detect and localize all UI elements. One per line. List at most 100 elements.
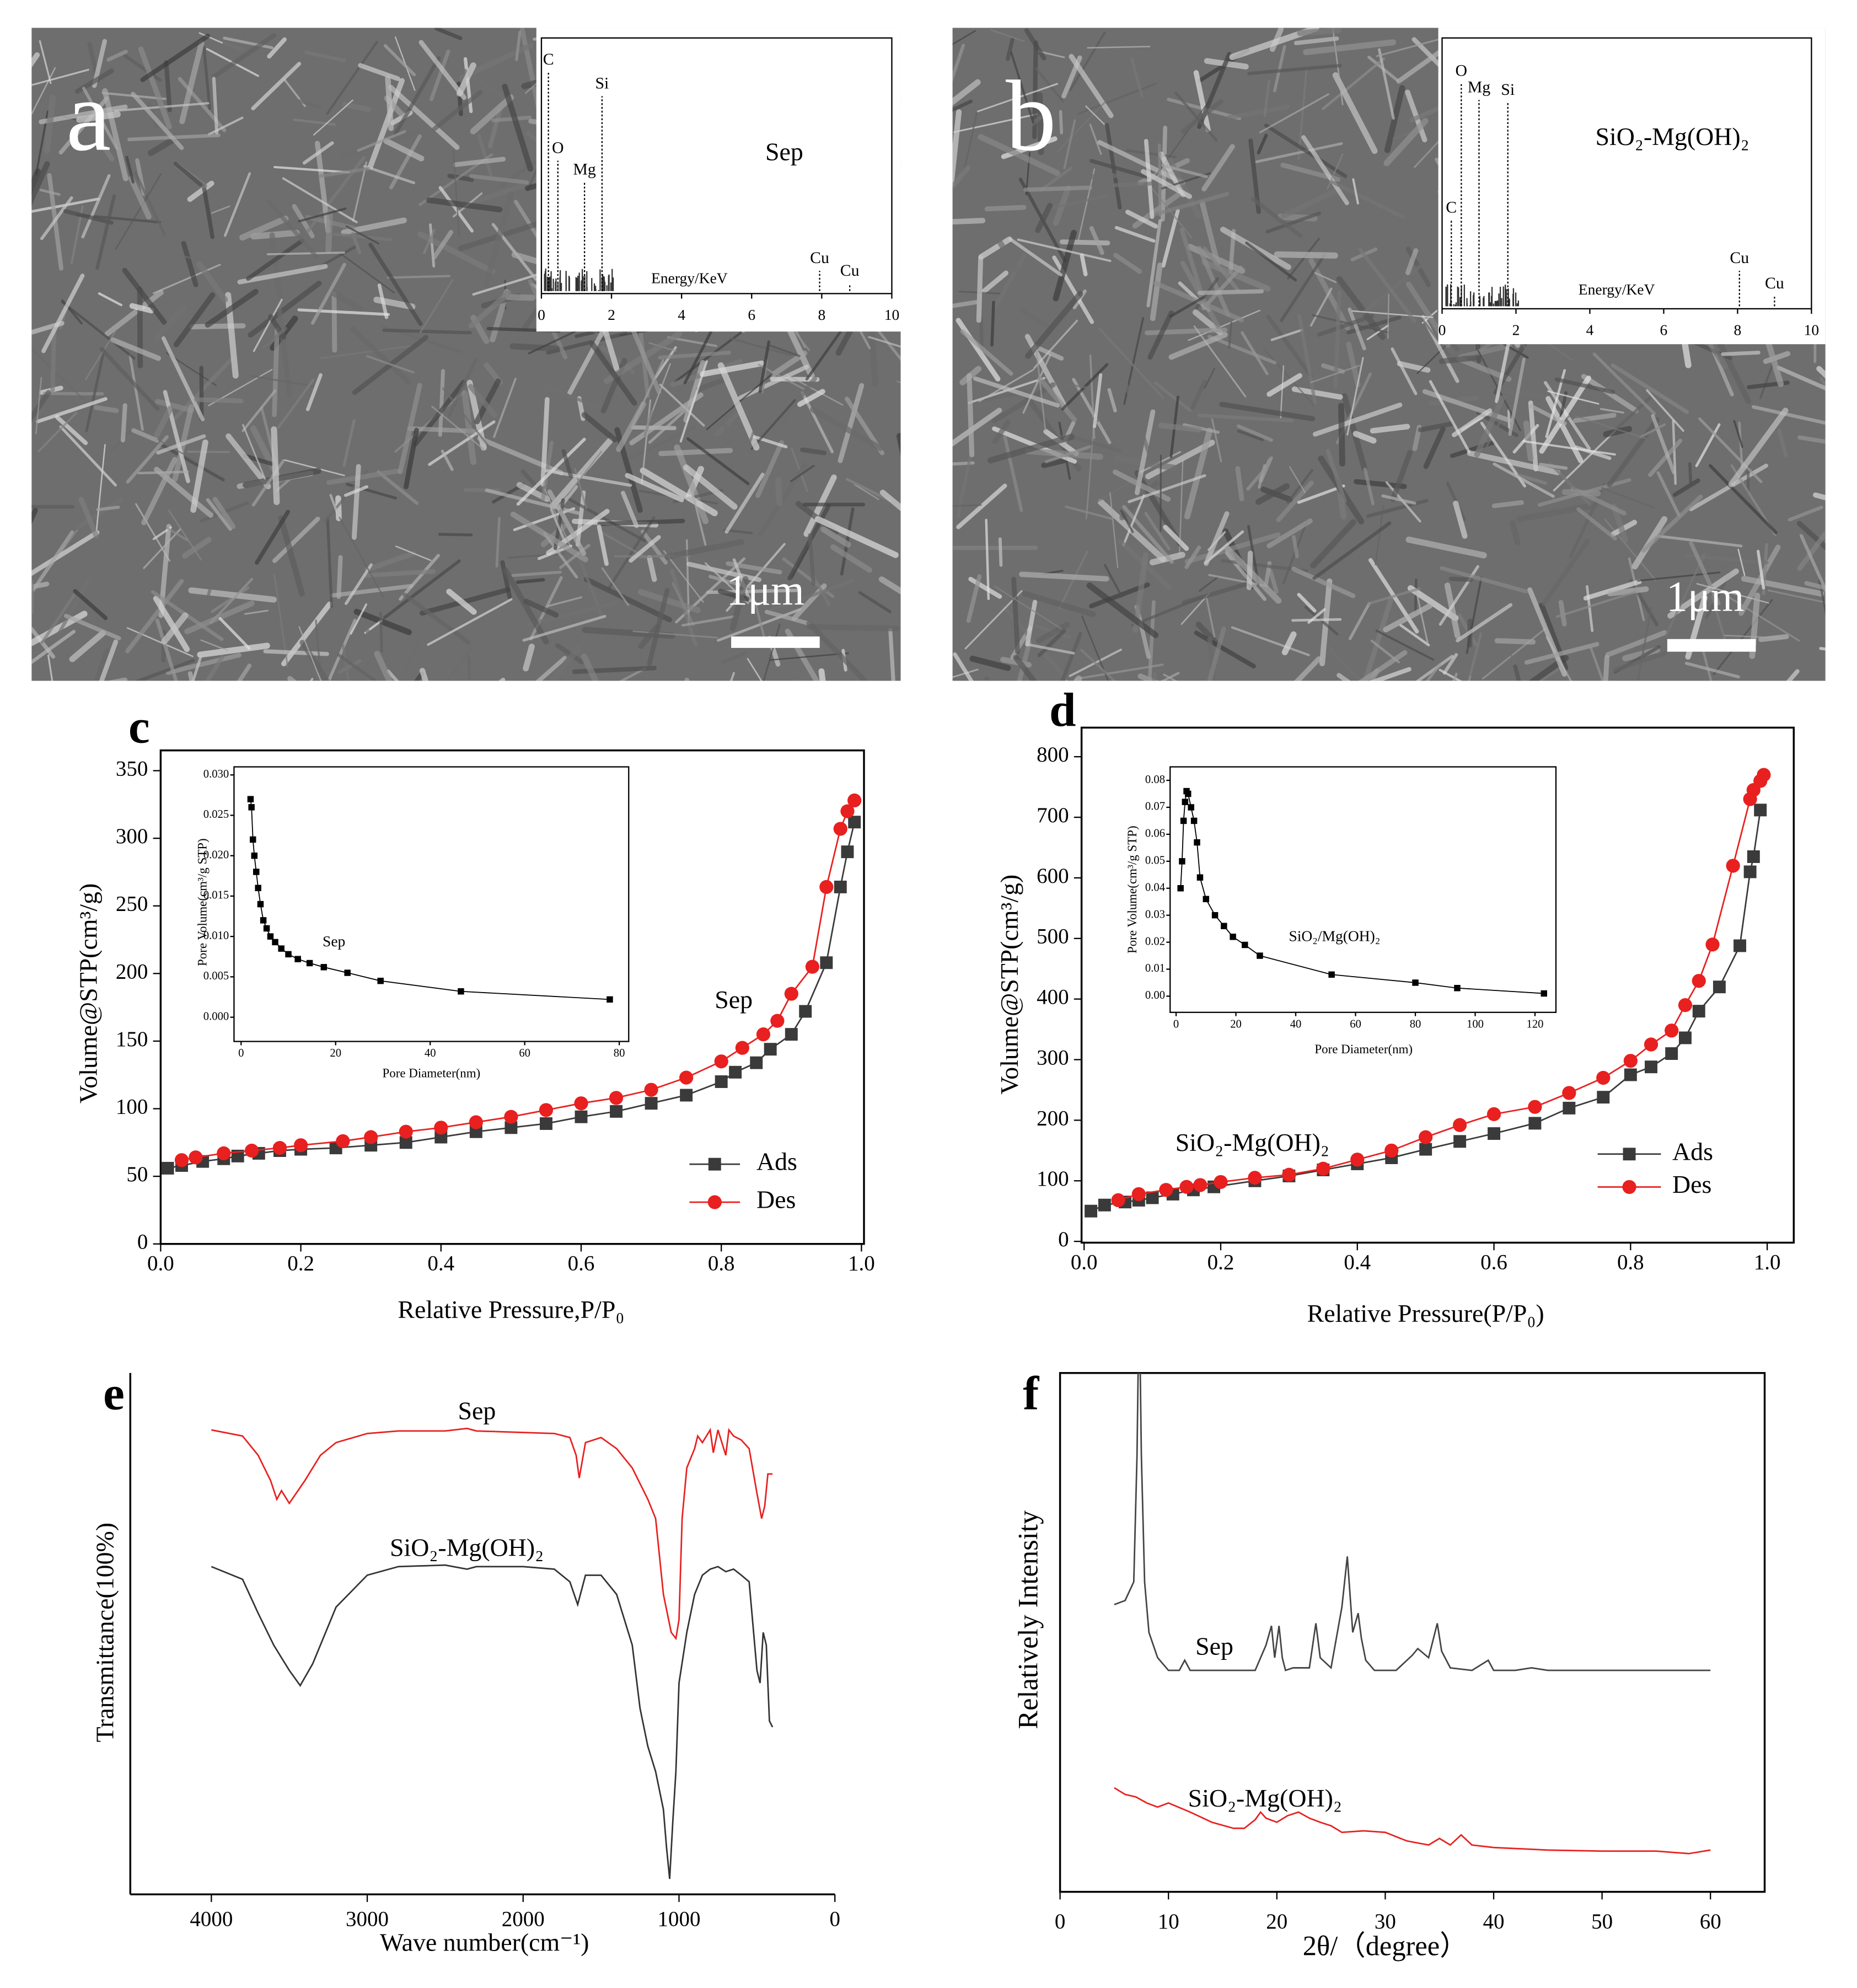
inset-frame bbox=[1441, 37, 1812, 310]
texture-stroke bbox=[1312, 521, 1392, 580]
texture-stroke bbox=[717, 362, 760, 451]
texture-stroke bbox=[1524, 642, 1600, 665]
x-axis-label: Wave number(cm⁻¹) bbox=[380, 1928, 589, 1957]
texture-stroke bbox=[1399, 624, 1430, 647]
texture-stroke bbox=[952, 218, 986, 225]
texture-stroke bbox=[237, 663, 252, 681]
y-tick-label: 0.01 bbox=[1145, 962, 1165, 974]
texture-stroke bbox=[1313, 271, 1337, 283]
texture-stroke bbox=[1250, 197, 1303, 238]
texture-stroke bbox=[1158, 151, 1187, 197]
texture-stroke bbox=[1548, 462, 1591, 506]
x-tick-label: 3000 bbox=[346, 1907, 389, 1931]
texture-stroke bbox=[339, 252, 395, 293]
texture-stroke bbox=[31, 390, 51, 422]
texture-stroke bbox=[984, 205, 1027, 212]
y-tick-label: 800 bbox=[1037, 743, 1069, 767]
texture-stroke bbox=[1639, 423, 1666, 438]
marker bbox=[1196, 874, 1204, 881]
texture-stroke bbox=[981, 270, 1009, 294]
texture-stroke bbox=[978, 236, 1012, 260]
texture-stroke bbox=[154, 405, 174, 438]
texture-stroke bbox=[40, 593, 76, 645]
texture-stroke bbox=[427, 598, 513, 646]
texture-stroke bbox=[352, 162, 368, 222]
texture-stroke bbox=[1052, 255, 1094, 324]
texture-stroke bbox=[250, 375, 315, 388]
texture-stroke bbox=[597, 518, 685, 527]
texture-stroke bbox=[1375, 505, 1384, 566]
texture-stroke bbox=[153, 596, 190, 652]
marker bbox=[1624, 1068, 1637, 1081]
texture-stroke bbox=[35, 377, 42, 435]
texture-stroke bbox=[202, 583, 213, 614]
texture-stroke bbox=[472, 272, 543, 296]
texture-stroke bbox=[253, 298, 283, 352]
marker bbox=[469, 1115, 483, 1129]
texture-stroke bbox=[1247, 63, 1342, 76]
texture-stroke bbox=[1538, 603, 1569, 671]
marker bbox=[1541, 990, 1547, 997]
texture-stroke bbox=[770, 652, 849, 661]
texture-stroke bbox=[1184, 427, 1213, 519]
texture-stroke bbox=[1150, 262, 1163, 321]
texture-stroke bbox=[1130, 57, 1144, 98]
texture-stroke bbox=[797, 389, 825, 407]
marker bbox=[1282, 1167, 1296, 1182]
texture-stroke bbox=[1147, 310, 1174, 360]
marker bbox=[1412, 979, 1419, 986]
texture-stroke bbox=[1145, 327, 1228, 335]
y-tick-label: 0.05 bbox=[1145, 855, 1165, 867]
texture-stroke bbox=[449, 59, 512, 104]
texture-stroke bbox=[1103, 564, 1123, 598]
marker bbox=[1211, 912, 1219, 919]
marker bbox=[1757, 768, 1771, 782]
texture-stroke bbox=[326, 517, 334, 608]
texture-stroke bbox=[1804, 581, 1826, 591]
texture-stroke bbox=[218, 617, 251, 650]
texture-stroke bbox=[335, 495, 342, 522]
texture-stroke bbox=[1383, 117, 1429, 167]
texture-stroke bbox=[267, 37, 287, 59]
texture-stroke bbox=[1281, 185, 1344, 219]
texture-stroke bbox=[85, 329, 117, 381]
marker bbox=[645, 1097, 658, 1110]
texture-stroke bbox=[952, 79, 981, 106]
y-tick-label: 150 bbox=[116, 1027, 148, 1051]
texture-stroke bbox=[975, 115, 1043, 168]
x-tick-label: 40 bbox=[1290, 1018, 1302, 1030]
texture-stroke bbox=[158, 524, 171, 618]
texture-stroke bbox=[134, 171, 166, 237]
texture-stroke bbox=[1062, 172, 1133, 181]
texture-stroke bbox=[1273, 45, 1286, 93]
texture-stroke bbox=[255, 510, 291, 565]
texture-stroke bbox=[128, 175, 152, 219]
texture-stroke bbox=[1193, 325, 1247, 398]
texture-stroke bbox=[271, 426, 280, 505]
texture-stroke bbox=[1292, 535, 1299, 559]
texture-stroke bbox=[567, 497, 647, 543]
texture-stroke bbox=[73, 589, 108, 620]
texture-stroke bbox=[44, 94, 56, 154]
texture-stroke bbox=[1547, 390, 1600, 405]
texture-stroke bbox=[1569, 483, 1606, 559]
texture-stroke bbox=[81, 174, 111, 239]
texture-stroke bbox=[155, 618, 178, 681]
texture-stroke bbox=[952, 109, 962, 187]
texture-stroke bbox=[1006, 37, 1015, 61]
texture-stroke bbox=[242, 424, 266, 480]
marker bbox=[840, 804, 855, 818]
texture-stroke bbox=[329, 494, 339, 516]
marker bbox=[1182, 799, 1189, 805]
texture-stroke bbox=[1777, 428, 1788, 457]
texture-stroke bbox=[190, 439, 208, 513]
texture-stroke bbox=[1370, 424, 1410, 434]
marker bbox=[1230, 934, 1236, 940]
texture-stroke bbox=[206, 498, 232, 531]
texture-stroke bbox=[1225, 545, 1282, 604]
annotation: Sep bbox=[323, 933, 345, 950]
texture-stroke bbox=[1235, 466, 1244, 501]
texture-stroke bbox=[36, 397, 108, 424]
texture-stroke bbox=[876, 328, 901, 361]
texture-stroke bbox=[438, 533, 473, 537]
